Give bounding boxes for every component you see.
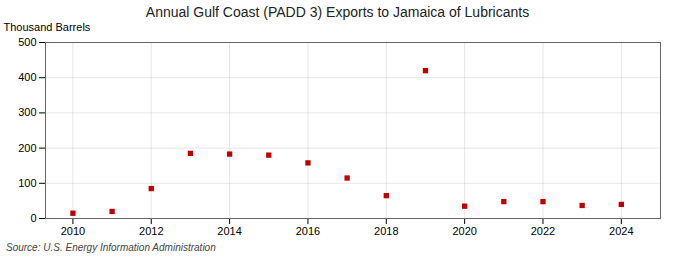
svg-text:200: 200 (18, 142, 36, 154)
svg-text:2014: 2014 (217, 225, 241, 237)
svg-text:Thousand Barrels: Thousand Barrels (4, 21, 91, 33)
svg-text:100: 100 (18, 177, 36, 189)
html-text:Annual Gulf Coast (PADD 3) Exp: Annual Gulf Coast (PADD 3) Exports to Ja… (145, 4, 530, 20)
svg-text:0: 0 (30, 212, 36, 224)
svg-text:500: 500 (18, 36, 36, 48)
html-text:Source: U.S. Energy Informatio: Source: U.S. Energy Information Administ… (6, 242, 216, 253)
svg-text:400: 400 (18, 71, 36, 83)
svg-text:2016: 2016 (296, 225, 320, 237)
svg-text:2012: 2012 (139, 225, 163, 237)
svg-text:300: 300 (18, 106, 36, 118)
svg-text:2020: 2020 (452, 225, 476, 237)
svg-text:2018: 2018 (374, 225, 398, 237)
svg-text:2024: 2024 (609, 225, 633, 237)
svg-text:2010: 2010 (61, 225, 85, 237)
svg-text:2022: 2022 (531, 225, 555, 237)
